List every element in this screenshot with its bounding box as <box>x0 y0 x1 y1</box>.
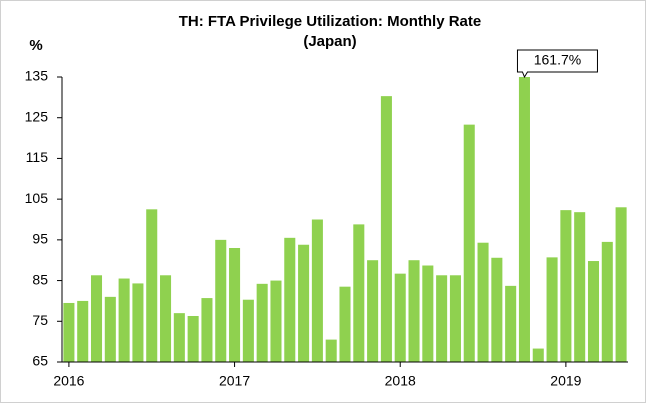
bar <box>242 299 254 362</box>
y-tick-label: 125 <box>25 108 49 124</box>
y-tick-label: 75 <box>32 312 48 328</box>
bar <box>173 313 185 362</box>
x-tick-label: 2019 <box>550 373 581 389</box>
bar <box>77 300 89 362</box>
y-tick-label: 65 <box>32 353 48 369</box>
bar <box>311 219 323 362</box>
bar <box>146 209 158 362</box>
bar <box>367 260 379 362</box>
bar <box>394 273 406 362</box>
x-tick-label: 2018 <box>385 373 416 389</box>
bar <box>532 348 544 362</box>
y-tick-label: 105 <box>25 190 49 206</box>
bar <box>270 280 282 362</box>
bar <box>436 275 448 362</box>
bar <box>574 212 586 362</box>
bar <box>422 265 434 362</box>
annotation: 161.7% <box>534 52 581 68</box>
bar <box>229 248 241 362</box>
bar <box>477 242 489 362</box>
annotation-callout <box>516 49 598 79</box>
bar <box>132 283 144 362</box>
bar <box>63 302 75 362</box>
bar <box>160 275 172 362</box>
bar <box>201 298 213 362</box>
bar <box>546 257 558 362</box>
chart-subtitle: (Japan) <box>303 33 356 50</box>
bar <box>408 260 420 362</box>
bar <box>449 275 461 362</box>
y-tick-label: 115 <box>26 149 49 165</box>
bar <box>491 257 503 362</box>
bar <box>560 210 572 362</box>
y-tick-label: 85 <box>32 271 48 287</box>
bar <box>339 286 351 362</box>
bar <box>298 244 310 362</box>
bar <box>587 261 600 362</box>
bar <box>325 339 337 362</box>
bar <box>615 207 627 362</box>
chart-title: TH: FTA Privilege Utilization: Monthly R… <box>179 13 482 30</box>
bar <box>463 124 475 362</box>
bar <box>90 275 103 362</box>
bar <box>380 96 392 362</box>
y-tick-label: 135 <box>25 68 49 84</box>
bar <box>284 237 296 362</box>
x-tick-label: 2016 <box>53 373 84 389</box>
bar <box>353 224 365 362</box>
bar <box>518 77 530 362</box>
y-tick-label: 95 <box>32 231 48 247</box>
bar <box>601 241 613 362</box>
bar <box>215 239 227 362</box>
y-axis-label: % <box>29 37 42 54</box>
bar <box>104 296 116 362</box>
bar <box>505 285 517 362</box>
bar <box>118 278 130 362</box>
x-tick-label: 2017 <box>219 373 250 389</box>
bar <box>187 315 199 362</box>
bar <box>256 283 268 362</box>
bars <box>63 77 627 362</box>
